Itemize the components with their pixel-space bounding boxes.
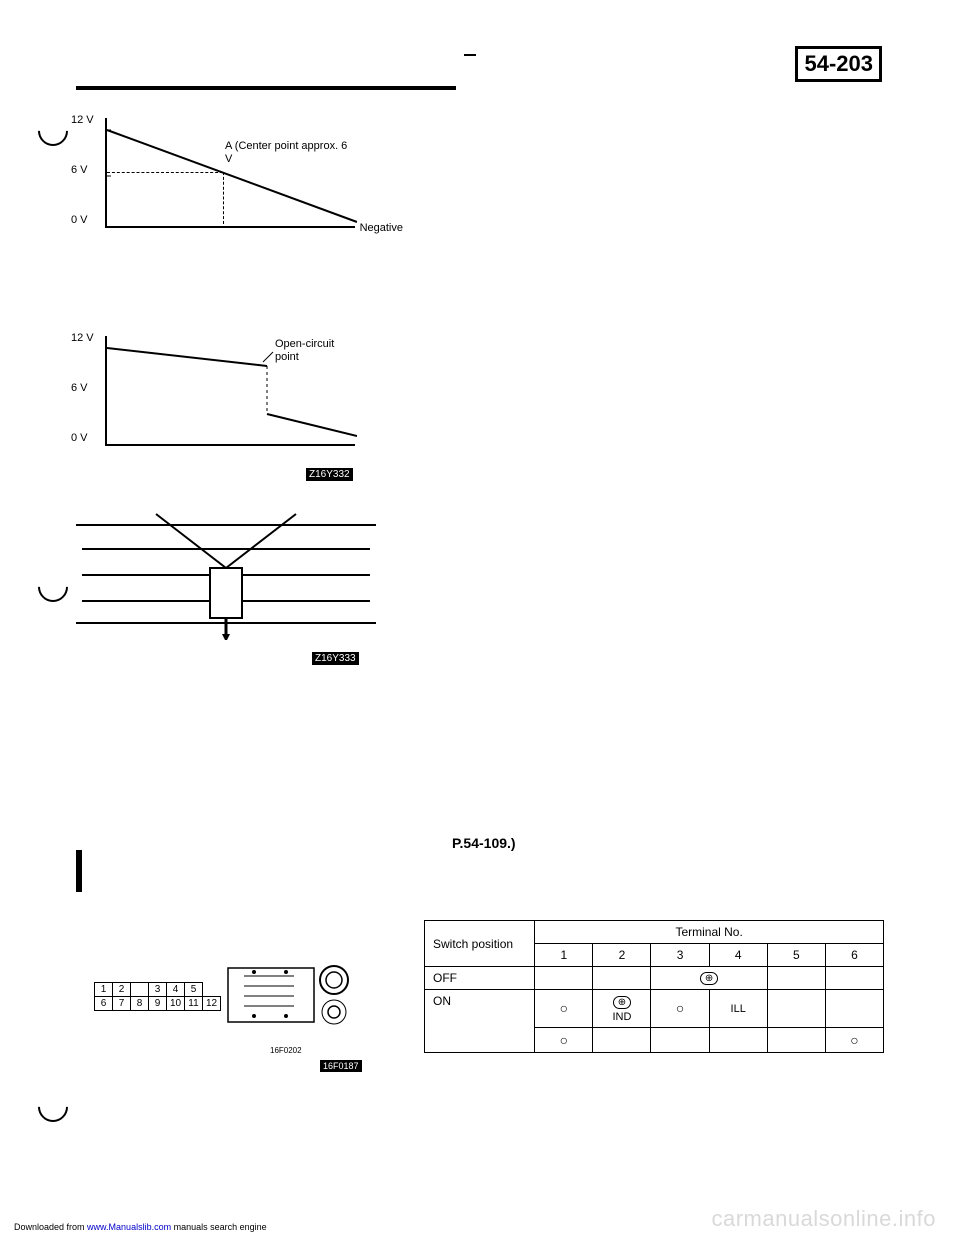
row-label: OFF [425, 967, 535, 990]
arc-icon [32, 110, 74, 152]
chart-open-circuit: 12 V 6 V 0 V Open-circuit point [105, 336, 355, 446]
column-header: 3 [651, 944, 709, 967]
axis-tick: 12 V [71, 114, 94, 126]
pin-cell: 2 [113, 983, 131, 997]
terminal-continuity-table: Switch position Terminal No. 1 2 3 4 5 6… [424, 920, 884, 1053]
chart-annotation: Open-circuit point [275, 338, 355, 364]
axis-tick: 12 V [71, 332, 94, 344]
guide-line-h [107, 172, 223, 173]
pin-cell: 4 [167, 983, 185, 997]
table-row: 6 7 8 9 10 11 12 [95, 997, 221, 1011]
pin-cell: 12 [203, 997, 221, 1011]
revision-bar [76, 850, 82, 892]
column-header: Switch position [425, 921, 535, 967]
figure-ref: Z16Y333 [312, 652, 359, 665]
page-reference: P.54-109.) [452, 835, 516, 851]
header-dash [464, 54, 476, 56]
column-header: 2 [593, 944, 651, 967]
negative-terminal-label: Negative [360, 222, 403, 234]
table-row: Switch position Terminal No. [425, 921, 884, 944]
table-cell: ○ [535, 1027, 593, 1052]
table-row: 1 2 3 4 5 [95, 983, 221, 997]
continuity-mark: ○ [560, 1032, 568, 1048]
lamp-icon: ⊕ [700, 972, 718, 985]
table-row: ON ○ ⊕ IND ○ ILL [425, 990, 884, 1027]
table-cell [825, 990, 883, 1027]
footer-link[interactable]: www.Manualslib.com [87, 1222, 171, 1232]
figure-ref-small: 16F0202 [270, 1046, 302, 1055]
pin-cell: 1 [95, 983, 113, 997]
axis-tick: 0 V [71, 214, 88, 226]
axis-tick: 0 V [71, 432, 88, 444]
footer-text: manuals search engine [171, 1222, 267, 1232]
table-row: OFF ⊕ [425, 967, 884, 990]
table-cell [709, 1027, 767, 1052]
column-header: 5 [767, 944, 825, 967]
heater-line-diagram [76, 510, 376, 640]
continuity-mark: ○ [676, 1000, 684, 1016]
table-cell [767, 967, 825, 990]
arc-icon [32, 566, 74, 608]
table-cell: ○ [825, 1027, 883, 1052]
column-header: 1 [535, 944, 593, 967]
row-label: ON [425, 990, 535, 1052]
illumination-label: ILL [716, 1003, 761, 1015]
figure-ref: 16F0187 [320, 1060, 362, 1072]
chart-line [107, 118, 357, 228]
table-cell [767, 1027, 825, 1052]
pin-cell: 8 [131, 997, 149, 1011]
table-cell: ILL [709, 990, 767, 1027]
table-cell [651, 1027, 709, 1052]
figure-ref: Z16Y332 [306, 468, 353, 481]
table-cell [593, 1027, 651, 1052]
lamp-icon: ⊕ [613, 996, 631, 1009]
pin-cell [131, 983, 149, 997]
table-cell: ⊕ IND [593, 990, 651, 1027]
pin-cell: 3 [149, 983, 167, 997]
column-header: 4 [709, 944, 767, 967]
indicator-label: IND [599, 1011, 644, 1023]
continuity-mark: ○ [850, 1032, 858, 1048]
footer-watermark: carmanualsonline.info [711, 1206, 936, 1232]
table-cell [593, 967, 651, 990]
arc-icon [32, 1086, 74, 1128]
continuity-mark: ○ [560, 1000, 568, 1016]
switch-sketch [224, 950, 364, 1040]
connector-pin-table: 1 2 3 4 5 6 7 8 9 10 11 12 [94, 982, 221, 1011]
column-header: Terminal No. [535, 921, 884, 944]
pin-cell: 11 [185, 997, 203, 1011]
probe-v-shape [76, 510, 376, 640]
pin-cell: 10 [167, 997, 185, 1011]
pin-cell: 7 [113, 997, 131, 1011]
chart-normal-curve: 12 V 6 V 0 V A (Center point approx. 6 V… [105, 118, 355, 228]
header-rule [76, 86, 456, 90]
table-cell: ⊕ [651, 967, 767, 990]
table-cell [825, 967, 883, 990]
pin-cell: 9 [149, 997, 167, 1011]
table-cell: ○ [535, 990, 593, 1027]
pin-cell: 5 [185, 983, 203, 997]
chart-annotation: A (Center point approx. 6 V [225, 140, 351, 166]
guide-line-v [223, 172, 224, 224]
pin-cell: 6 [95, 997, 113, 1011]
connector-diagram: 1 2 3 4 5 6 7 8 9 10 11 12 [94, 940, 374, 1060]
column-header: 6 [825, 944, 883, 967]
footer-text: Downloaded from [14, 1222, 87, 1232]
axis-tick: 6 V [71, 164, 88, 176]
table-cell [767, 990, 825, 1027]
axis-tick: 6 V [71, 382, 88, 394]
table-cell [535, 967, 593, 990]
page-number: 54-203 [795, 46, 882, 82]
table-cell: ○ [651, 990, 709, 1027]
footer-source: Downloaded from www.Manualslib.com manua… [14, 1222, 267, 1232]
